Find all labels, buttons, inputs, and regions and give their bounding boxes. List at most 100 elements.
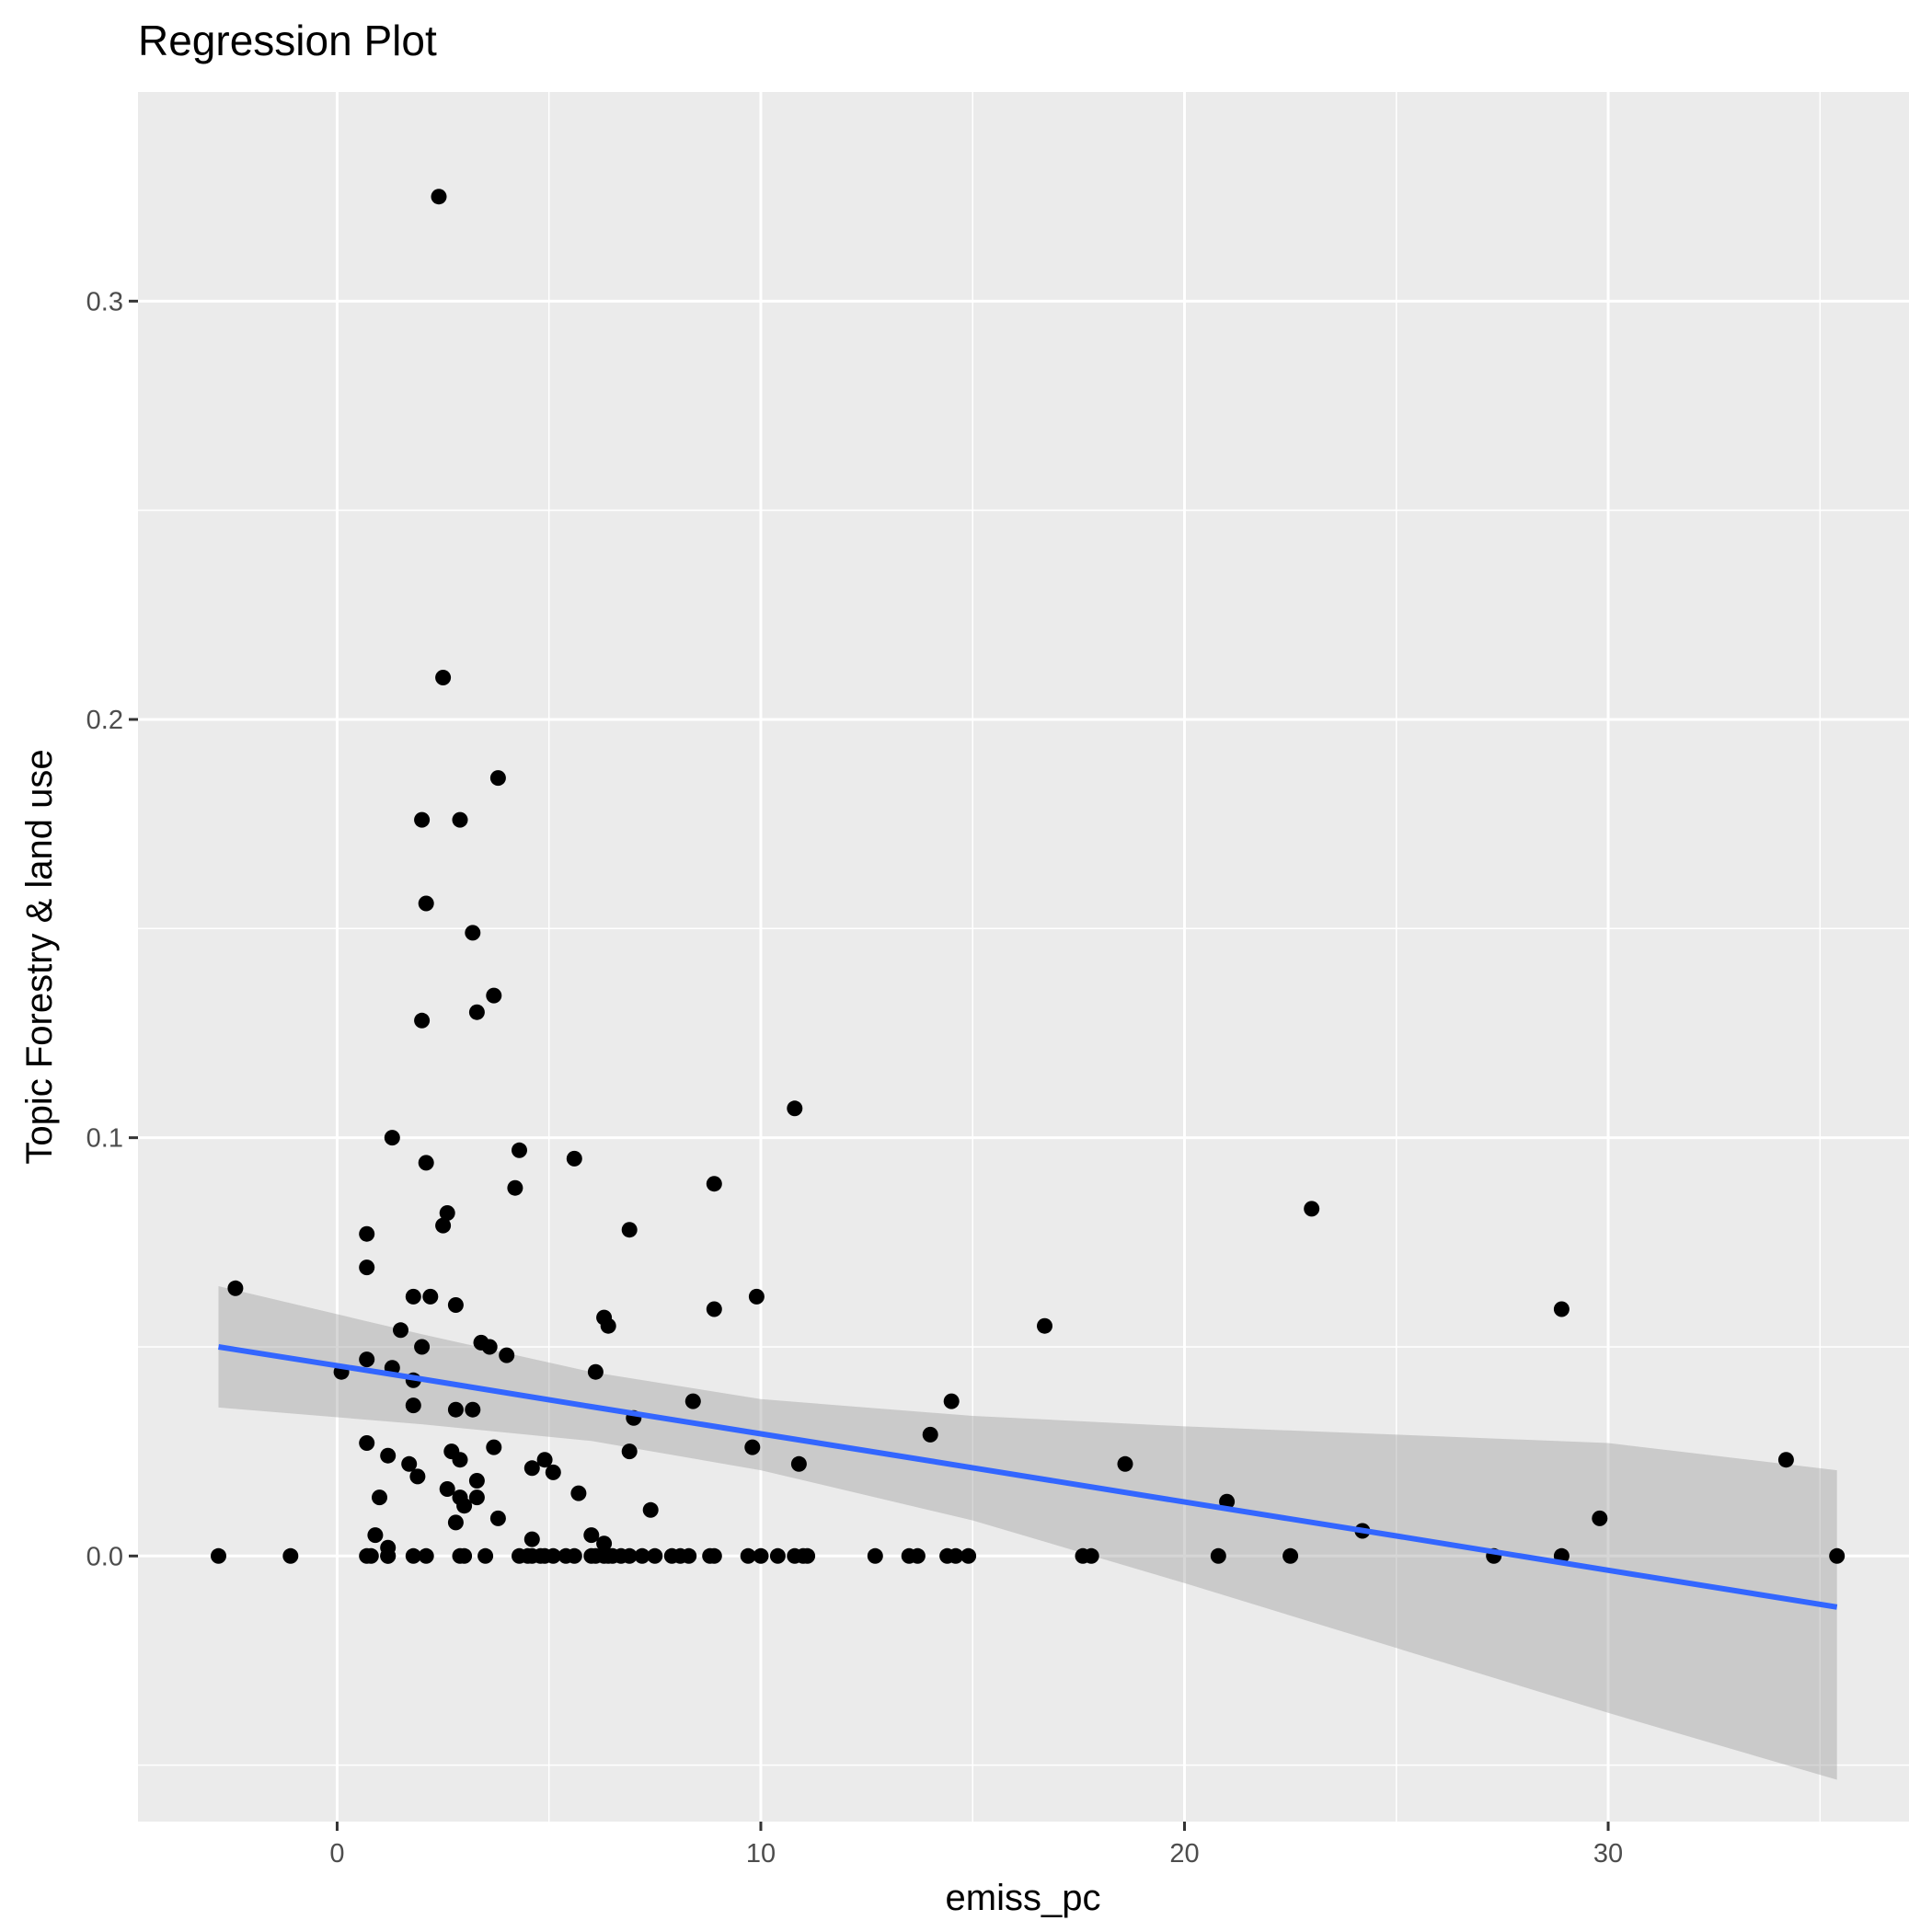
data-point bbox=[489, 1510, 506, 1526]
data-point bbox=[744, 1439, 761, 1455]
data-point bbox=[587, 1363, 604, 1380]
data-point bbox=[414, 1012, 431, 1029]
y-axis-label: Topic Forestry & land use bbox=[19, 749, 60, 1164]
data-point bbox=[414, 811, 431, 828]
x-tick-label: 30 bbox=[1593, 1839, 1623, 1869]
data-point bbox=[211, 1547, 226, 1564]
data-point bbox=[405, 1397, 421, 1414]
data-point bbox=[405, 1288, 421, 1305]
x-tick-label: 10 bbox=[746, 1839, 776, 1869]
data-point bbox=[465, 1401, 481, 1418]
data-point bbox=[753, 1547, 769, 1564]
data-point bbox=[523, 1531, 540, 1547]
data-point bbox=[943, 1393, 960, 1409]
data-point bbox=[359, 1225, 375, 1242]
data-point bbox=[380, 1539, 397, 1556]
data-point bbox=[948, 1547, 964, 1564]
data-point bbox=[418, 1547, 434, 1564]
data-point bbox=[418, 895, 434, 912]
data-point bbox=[447, 1297, 464, 1313]
data-point bbox=[684, 1393, 701, 1409]
data-point bbox=[465, 925, 481, 941]
x-tick-label: 0 bbox=[329, 1839, 344, 1869]
data-point bbox=[909, 1547, 926, 1564]
y-tick-label: 0.1 bbox=[86, 1124, 123, 1154]
chart-title: Regression Plot bbox=[138, 17, 437, 64]
data-point bbox=[384, 1130, 400, 1146]
x-axis-ticks: 0 10 20 30 bbox=[329, 1822, 1623, 1869]
data-point bbox=[227, 1280, 244, 1296]
data-point bbox=[435, 1217, 452, 1234]
data-point bbox=[372, 1489, 387, 1506]
data-point bbox=[456, 1498, 473, 1514]
data-point bbox=[359, 1435, 375, 1451]
minor-gridlines bbox=[124, 92, 1909, 1822]
data-point bbox=[621, 1443, 638, 1460]
y-tick-label: 0.3 bbox=[86, 287, 123, 316]
data-point bbox=[477, 1547, 494, 1564]
data-point bbox=[418, 1155, 434, 1171]
data-point bbox=[583, 1527, 600, 1544]
data-point bbox=[486, 987, 502, 1004]
data-point bbox=[489, 770, 506, 787]
data-point bbox=[447, 1401, 464, 1418]
data-point bbox=[706, 1547, 722, 1564]
data-point bbox=[566, 1547, 582, 1564]
x-tick-label: 20 bbox=[1169, 1839, 1199, 1869]
data-point bbox=[1304, 1201, 1320, 1217]
data-point bbox=[401, 1455, 418, 1472]
data-point bbox=[621, 1547, 638, 1564]
data-point bbox=[435, 670, 452, 685]
data-point bbox=[359, 1351, 375, 1368]
data-point bbox=[1777, 1452, 1794, 1468]
data-point bbox=[647, 1547, 663, 1564]
data-point bbox=[439, 1205, 455, 1221]
data-point bbox=[282, 1547, 299, 1564]
data-point bbox=[452, 811, 468, 828]
data-point bbox=[1037, 1317, 1052, 1334]
regression-line bbox=[218, 1344, 1838, 1610]
data-point bbox=[706, 1301, 722, 1317]
plot-panel bbox=[138, 92, 1909, 1822]
data-point bbox=[422, 1288, 439, 1305]
data-point bbox=[380, 1447, 397, 1464]
data-point bbox=[405, 1547, 421, 1564]
data-point bbox=[799, 1547, 816, 1564]
major-gridlines bbox=[138, 92, 1909, 1822]
data-point bbox=[706, 1176, 722, 1192]
data-point bbox=[507, 1179, 523, 1196]
y-axis-ticks: 0.0 0.1 0.2 0.3 bbox=[86, 287, 138, 1571]
data-point bbox=[393, 1322, 408, 1339]
data-point bbox=[362, 1547, 379, 1564]
x-axis-label: emiss_pc bbox=[946, 1878, 1101, 1918]
data-point bbox=[570, 1485, 587, 1501]
data-point bbox=[359, 1259, 375, 1276]
data-point bbox=[634, 1547, 650, 1564]
data-point bbox=[523, 1460, 540, 1477]
data-point bbox=[1210, 1547, 1226, 1564]
data-point bbox=[621, 1222, 638, 1238]
data-point bbox=[642, 1501, 659, 1518]
y-tick-label: 0.0 bbox=[86, 1542, 123, 1571]
data-point bbox=[443, 1443, 460, 1460]
data-point bbox=[1282, 1547, 1299, 1564]
data-point bbox=[481, 1339, 498, 1355]
data-point bbox=[769, 1547, 786, 1564]
scatter-points bbox=[211, 189, 1846, 1564]
data-point bbox=[536, 1452, 553, 1468]
data-point bbox=[447, 1514, 464, 1531]
data-point bbox=[439, 1481, 455, 1497]
data-point bbox=[1592, 1510, 1608, 1526]
data-point bbox=[790, 1455, 807, 1472]
data-point bbox=[486, 1439, 502, 1455]
data-point bbox=[1553, 1301, 1570, 1317]
data-point bbox=[867, 1547, 883, 1564]
data-point bbox=[787, 1100, 803, 1117]
data-point bbox=[748, 1288, 765, 1305]
data-point bbox=[409, 1468, 426, 1485]
data-point bbox=[545, 1464, 561, 1480]
data-point bbox=[456, 1547, 473, 1564]
data-point bbox=[596, 1535, 613, 1552]
data-point bbox=[468, 1473, 485, 1489]
